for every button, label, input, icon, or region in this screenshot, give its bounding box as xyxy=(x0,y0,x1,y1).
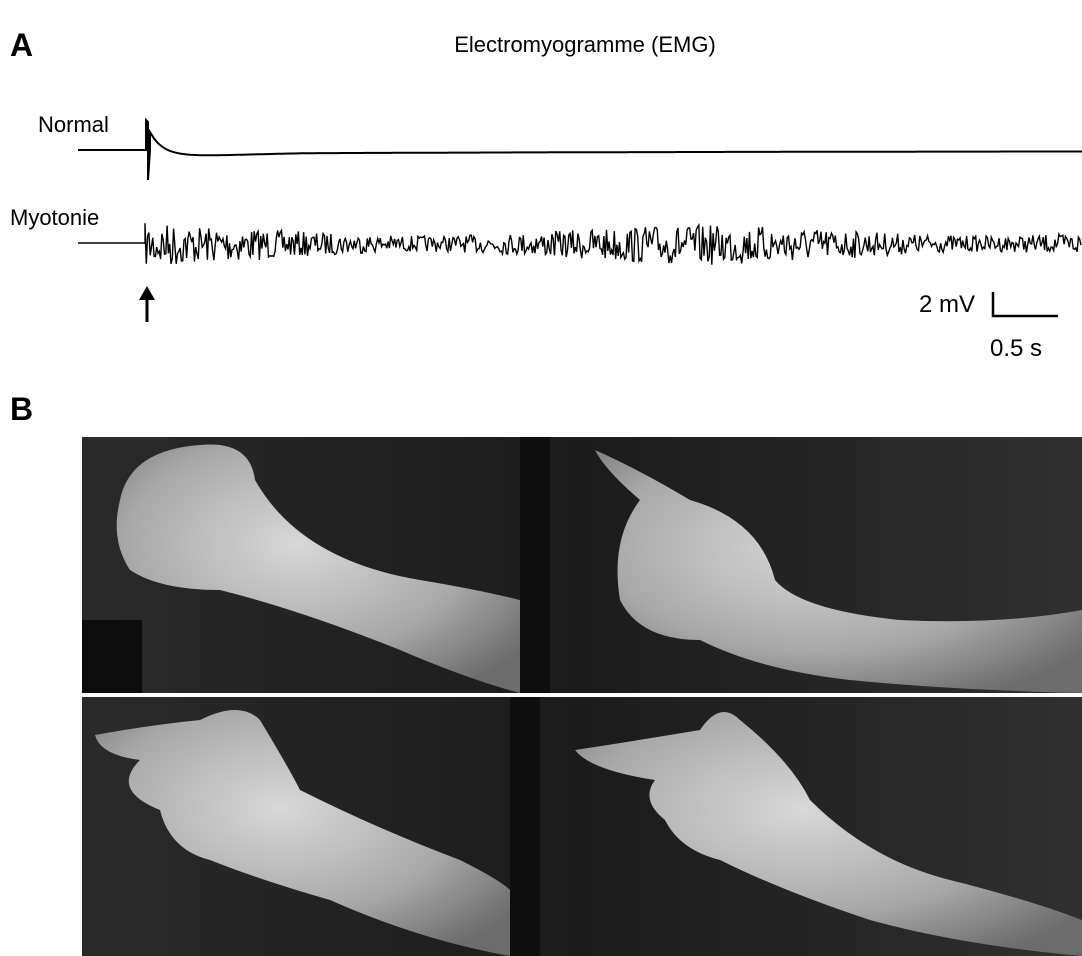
photo-hand xyxy=(95,710,510,956)
photo-detail xyxy=(520,437,550,693)
photo-grid xyxy=(82,437,1082,956)
photo-hand xyxy=(116,444,521,693)
emg-trace-myotonia xyxy=(78,222,1082,265)
stimulus-arrow xyxy=(139,286,155,322)
panel-label: B xyxy=(10,391,33,427)
panel-title: Electromyogramme (EMG) xyxy=(454,32,716,57)
scale-bar xyxy=(991,292,1058,318)
trace-label: Normal xyxy=(38,112,109,137)
trace-label: Myotonie xyxy=(10,205,99,230)
scale-label-time: 0.5 s xyxy=(990,335,1042,362)
photo-hand xyxy=(575,712,1082,956)
panel-label: A xyxy=(10,27,33,63)
photo-hand xyxy=(595,450,1082,693)
photo-detail xyxy=(82,620,142,695)
scale-label-voltage: 2 mV xyxy=(919,291,975,318)
emg-trace-normal xyxy=(78,117,1082,181)
photo-detail xyxy=(510,697,540,956)
